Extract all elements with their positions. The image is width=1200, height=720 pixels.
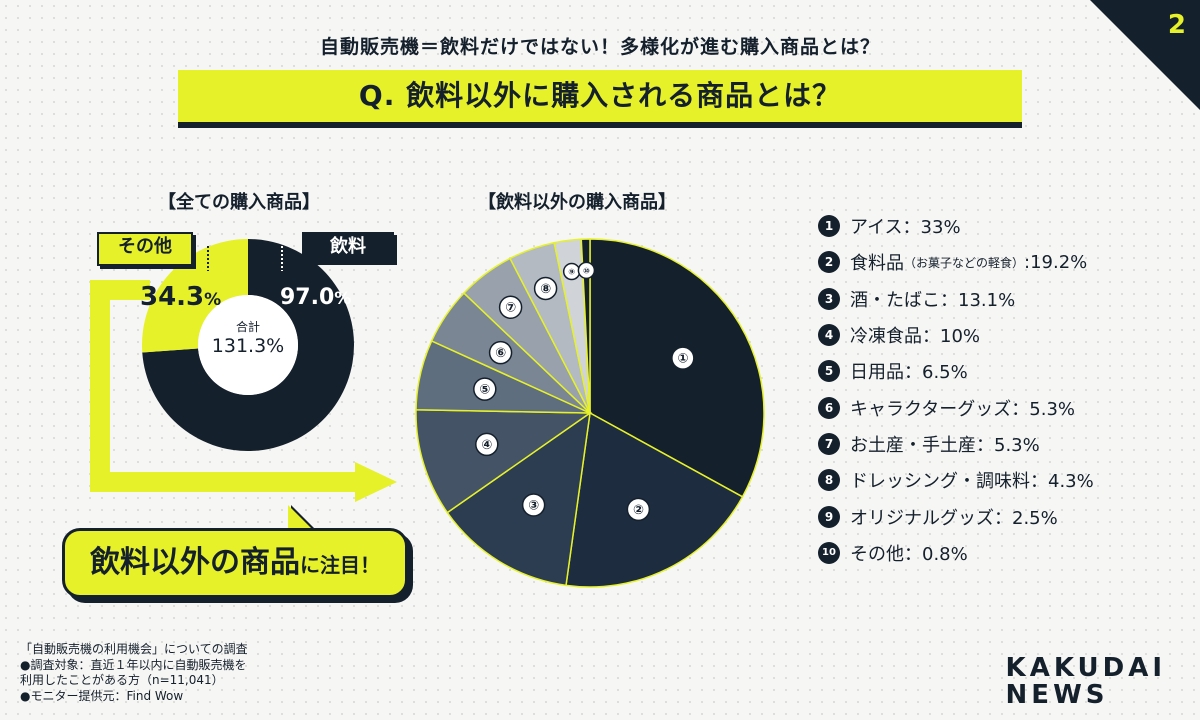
connector-top — [90, 280, 150, 300]
footer-note: 「自動販売機の利用機会」についての調査 ●調査対象：直近１年以内に自動販売機を … — [20, 642, 248, 704]
legend-item: 7 お土産・手土産：5.3% — [818, 426, 1094, 462]
pie-label-9: ⑨ — [562, 262, 581, 281]
legend-item: 2 食料品 （お菓子などの軽食）:19.2% — [818, 244, 1094, 280]
legend-item: 8 ドレッシング・調味料：4.3% — [818, 462, 1094, 498]
svg-text:⑩: ⑩ — [583, 266, 590, 275]
legend-text: ドレッシング・調味料：4.3% — [850, 471, 1094, 493]
legend-badge: 8 — [818, 469, 840, 492]
arrow-head — [355, 462, 397, 502]
legend-value: :19.2% — [1024, 251, 1088, 273]
tag-other: その他 — [97, 232, 193, 266]
logo-line1: KAKUDAI — [1005, 653, 1166, 683]
pie-label-7: ⑦ — [498, 295, 523, 319]
legend-note: （お菓子などの軽食） — [904, 255, 1025, 270]
donut-hole — [198, 295, 298, 395]
legend: 1 アイス：33% 2 食料品 （お菓子などの軽食）:19.2% 3 酒・たばこ：13.… — [818, 208, 1094, 571]
svg-text:①: ① — [677, 352, 688, 367]
callout-text: 飲料以外の商品に注目！ — [65, 531, 405, 599]
pie-label-8: ⑧ — [533, 276, 558, 301]
page-number: 2 — [1167, 10, 1186, 40]
legend-text: お土産・手土産：5.3% — [850, 434, 1040, 456]
legend-item: 10 その他：0.8% — [818, 535, 1094, 571]
legend-badge: 5 — [818, 360, 840, 383]
footer-line: ●調査対象：直近１年以内に自動販売機を — [20, 657, 247, 672]
svg-text:⑦: ⑦ — [505, 301, 516, 316]
other-value: 34.3 — [140, 282, 205, 312]
corner-decoration — [1090, 0, 1200, 110]
drink-value: 97.0 — [280, 285, 335, 310]
svg-text:⑤: ⑤ — [479, 383, 490, 398]
legend-text: 酒・たばこ：13.1% — [850, 289, 1016, 311]
pie-label-6: ⑥ — [488, 340, 513, 365]
callout-main: 飲料以外の商品 — [90, 545, 300, 580]
legend-badge: 3 — [818, 287, 840, 310]
right-section-title: 【飲料以外の購入商品】 — [478, 192, 676, 213]
pie-slice-3 — [446, 411, 591, 587]
tag-drink: 飲料 — [302, 232, 394, 262]
legend-item: 1 アイス：33% — [818, 208, 1094, 244]
legend-badge: 2 — [818, 251, 840, 274]
callout-pointer — [288, 505, 317, 531]
legend-item: 5 日用品：6.5% — [818, 353, 1094, 389]
footer-line: ●モニター提供元：Find Wow — [20, 688, 184, 703]
pie-label-10: ⑩ — [577, 261, 596, 280]
pie-label-3: ③ — [521, 493, 546, 517]
callout-box: 飲料以外の商品に注目！ — [62, 528, 408, 598]
question-banner: Q. 飲料以外に購入される商品とは？ — [178, 70, 1022, 128]
pie-label-5: ⑤ — [473, 377, 497, 401]
other-unit: % — [204, 290, 222, 310]
page-subtitle: 自動販売機＝飲料だけではない！多様化が進む購入商品とは？ — [319, 36, 880, 58]
legend-text: キャラクターグッズ：5.3% — [850, 398, 1076, 420]
legend-text: 食料品 — [850, 253, 904, 275]
footer-line: 利用したことがある方（n=11,041） — [20, 673, 224, 687]
connector-bottom — [90, 472, 360, 492]
donut-segment-2 — [142, 239, 248, 353]
pie-label-1: ① — [671, 346, 695, 370]
pie-chart: ① ② ③ ④ ⑤ ⑥ ⑦ ⑧ ⑨ ⑩ — [415, 238, 765, 588]
callout-sub: に注目！ — [300, 553, 380, 577]
legend-badge: 4 — [818, 324, 840, 347]
tag-leader-lines — [207, 246, 283, 271]
logo-line2: NEWS — [1005, 680, 1109, 710]
footer-line: 「自動販売機の利用機会」についての調査 — [20, 642, 248, 656]
kakudai-news-logo: KAKUDAI NEWS — [1006, 655, 1166, 709]
pie-slice-4 — [415, 408, 593, 514]
svg-text:⑨: ⑨ — [568, 268, 575, 277]
legend-badge: 10 — [818, 541, 840, 564]
connector-vertical — [90, 280, 110, 492]
pie-label-2: ② — [626, 497, 651, 522]
donut-segment-1 — [142, 239, 354, 451]
legend-item: 4 冷凍食品：10% — [818, 317, 1094, 353]
svg-text:⑥: ⑥ — [495, 346, 506, 361]
legend-text: アイス：33% — [850, 217, 961, 239]
legend-text: 日用品：6.5% — [850, 362, 968, 384]
legend-badge: 7 — [818, 432, 840, 455]
svg-text:②: ② — [633, 503, 644, 518]
svg-text:⑧: ⑧ — [540, 282, 551, 297]
donut-chart — [142, 239, 354, 451]
legend-text: その他：0.8% — [850, 543, 968, 565]
legend-badge: 1 — [818, 215, 840, 238]
drink-percentage: 97.0% — [280, 285, 351, 310]
question-text: Q. 飲料以外に購入される商品とは？ — [358, 79, 842, 112]
legend-badge: 9 — [818, 505, 840, 528]
donut-center: 合計 131.3% — [198, 318, 298, 357]
legend-badge: 6 — [818, 396, 840, 419]
donut-center-label: 合計 — [235, 320, 260, 334]
svg-text:③: ③ — [528, 498, 539, 513]
legend-item: 3 酒・たばこ：13.1% — [818, 281, 1094, 317]
other-percentage: 34.3% — [140, 282, 221, 312]
drink-unit: % — [334, 289, 352, 309]
pie-slice-10 — [580, 238, 591, 414]
legend-text: オリジナルグッズ：2.5% — [850, 507, 1058, 529]
legend-item: 9 オリジナルグッズ：2.5% — [818, 498, 1094, 534]
legend-text: 冷凍食品：10% — [850, 326, 981, 348]
svg-text:④: ④ — [481, 438, 492, 453]
donut-center-value: 131.3% — [211, 335, 285, 357]
legend-item: 6 キャラクターグッズ：5.3% — [818, 389, 1094, 425]
left-section-title: 【全ての購入商品】 — [158, 192, 320, 213]
pie-slice-2 — [565, 411, 744, 588]
pie-label-4: ④ — [475, 432, 499, 457]
